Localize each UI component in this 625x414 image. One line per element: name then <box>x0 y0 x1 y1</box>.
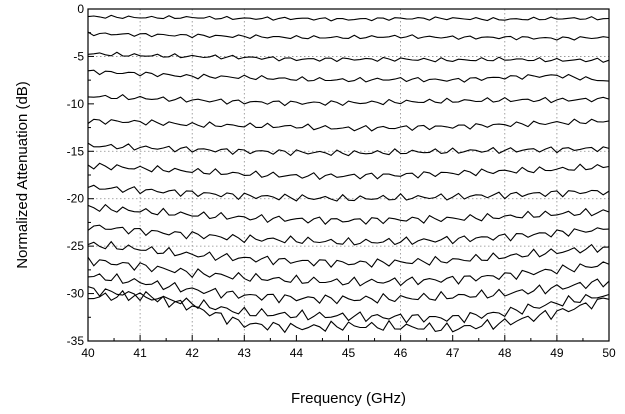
y-tick-label: -10 <box>67 97 85 111</box>
x-tick-label: 41 <box>133 346 147 360</box>
x-axis-title: Frequency (GHz) <box>291 390 406 407</box>
series-line <box>87 289 610 334</box>
axis-ticks <box>87 8 610 342</box>
series-line <box>87 14 610 22</box>
series-line <box>87 118 610 132</box>
x-tick-label: 47 <box>446 346 460 360</box>
series-line <box>87 240 610 268</box>
x-tick-label: 49 <box>550 346 564 360</box>
x-tick-label: 46 <box>394 346 408 360</box>
series-line <box>87 51 610 63</box>
series-line <box>87 184 610 202</box>
x-tick-label: 40 <box>81 346 95 360</box>
x-tick-label: 44 <box>290 346 304 360</box>
y-tick-label: -5 <box>73 49 84 63</box>
series-line <box>87 69 610 83</box>
series-line <box>87 272 610 305</box>
x-tick-label: 42 <box>186 346 200 360</box>
y-tick-label: -15 <box>67 144 85 158</box>
series-line <box>87 31 610 41</box>
series-lines <box>87 14 610 334</box>
series-line <box>87 203 610 226</box>
x-tick-label: 43 <box>238 346 252 360</box>
y-axis-title: Normalized Attenuation (dB) <box>14 81 31 269</box>
x-tick-label: 48 <box>498 346 512 360</box>
series-line <box>87 256 610 287</box>
series-line <box>87 94 610 107</box>
y-tick-label: -30 <box>67 287 85 301</box>
x-tick-label: 50 <box>602 346 616 360</box>
series-line <box>87 162 610 181</box>
tick-labels: 40 41 42 43 44 45 46 47 48 49 50 0 -5 -10 -15 -20 -25 -30… <box>67 2 616 360</box>
y-tick-label: 0 <box>77 2 84 16</box>
y-tick-label: -35 <box>67 334 85 348</box>
y-tick-label: -25 <box>67 239 85 253</box>
series-line <box>87 142 610 157</box>
y-tick-label: -20 <box>67 192 85 206</box>
x-tick-label: 45 <box>342 346 356 360</box>
series-line <box>87 224 610 246</box>
